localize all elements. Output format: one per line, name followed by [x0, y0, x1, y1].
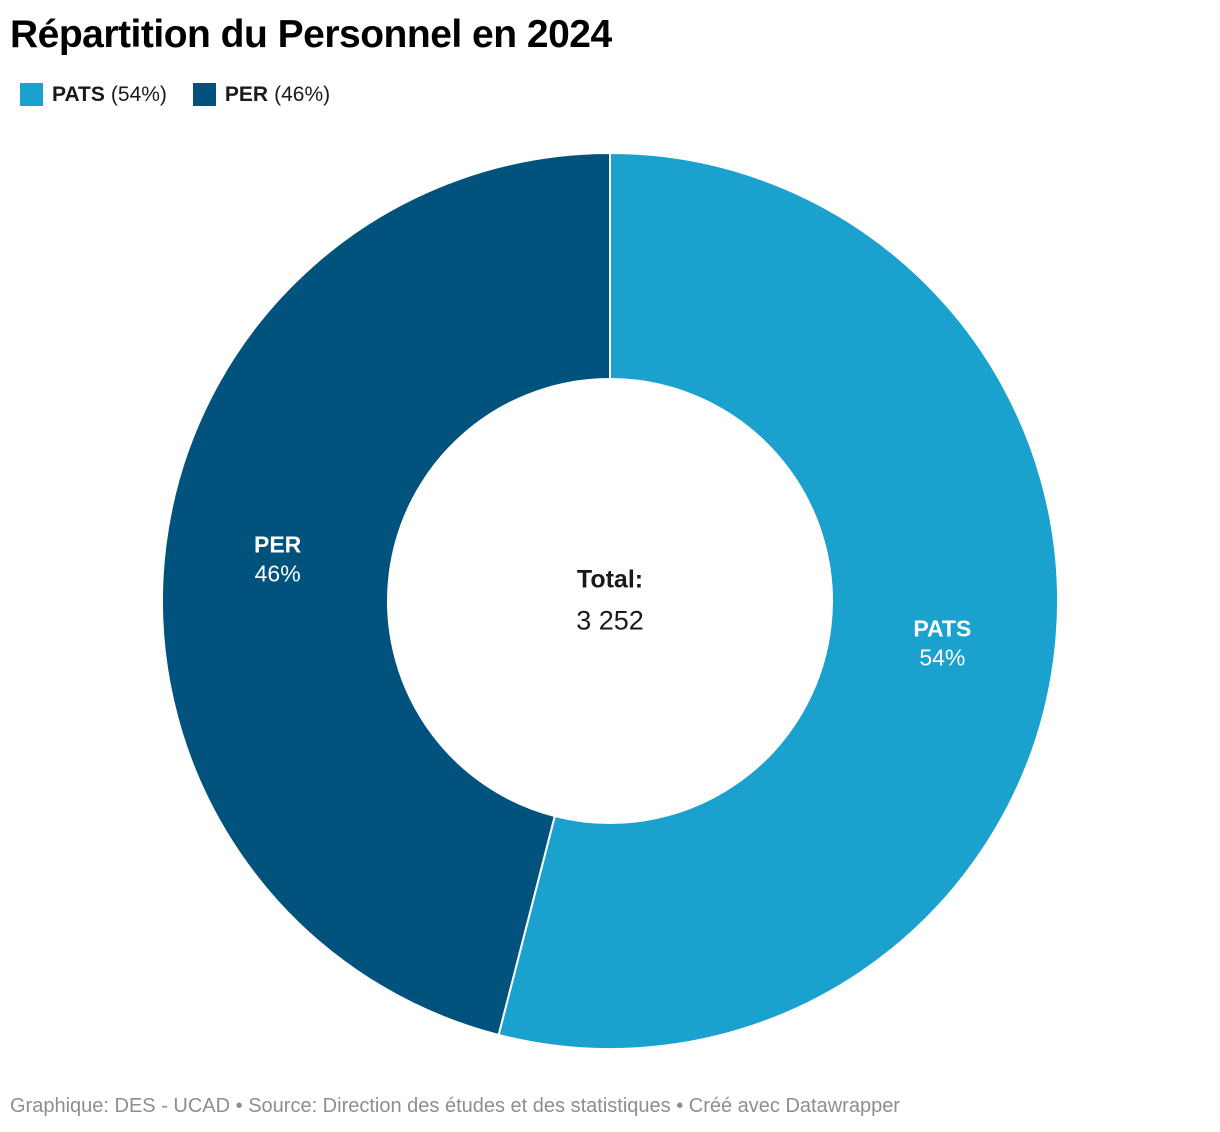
donut-chart-svg [161, 151, 1059, 1050]
legend-swatch-per [192, 83, 216, 107]
legend: PATS (54%) PER (46%) [20, 83, 1210, 107]
legend-percentage: (46%) [274, 82, 331, 106]
chart-footer-attribution: Graphique: DES - UCAD • Source: Directio… [10, 1095, 900, 1117]
total-label: Total: [576, 565, 644, 594]
legend-percentage: (54%) [110, 82, 167, 106]
donut-slice-pats [497, 151, 1059, 1050]
legend-swatch-pats [20, 83, 43, 107]
total-value: 3 252 [576, 605, 644, 636]
donut-center-label: Total: 3 252 [576, 561, 644, 640]
donut-slice-per [161, 151, 611, 1036]
chart-header: Répartition du Personnel en 2024 PATS (54… [0, 0, 1220, 107]
legend-item-pats: PATS (54%) [20, 83, 167, 107]
legend-label: PER [224, 82, 269, 106]
chart-title: Répartition du Personnel en 2024 [10, 13, 612, 56]
legend-item-per: PER (46%) [192, 82, 331, 107]
donut-chart: Total: 3 252 PATS 54% PER 46% [160, 151, 1060, 1051]
legend-label: PATS [52, 82, 105, 106]
